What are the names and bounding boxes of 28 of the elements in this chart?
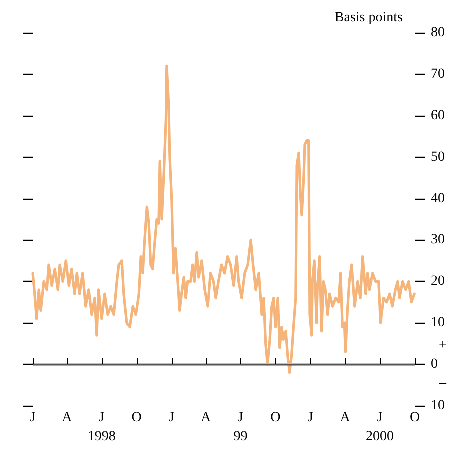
y-tick-label: 60	[431, 108, 445, 124]
text: –	[438, 376, 448, 392]
text: O	[132, 410, 142, 426]
y-tick-label: 10	[431, 316, 445, 331]
y-tick-label: 50	[431, 150, 445, 165]
y-tick-label: 70	[431, 66, 445, 82]
y-tick-label: 0	[431, 357, 438, 372]
text: O	[270, 410, 281, 426]
y-tick-label: 80	[431, 26, 445, 40]
text: J	[30, 410, 36, 426]
text: J	[238, 410, 244, 426]
text: J	[169, 410, 176, 426]
y-tick-label: 40	[431, 191, 445, 206]
y-tick-label: 20	[431, 274, 445, 290]
x-tick-label: 2000	[366, 430, 394, 444]
x-tick-label: 1998	[88, 430, 116, 444]
text: +	[439, 338, 448, 354]
text: O	[410, 410, 420, 426]
text: A	[201, 410, 212, 426]
y-tick-label: 10	[431, 398, 445, 414]
x-tick-label: 99	[234, 430, 248, 444]
y-tick-label: 30	[431, 232, 445, 248]
text: J	[99, 410, 106, 426]
text: A	[62, 410, 74, 426]
y-axis-title: Basis points	[334, 10, 403, 26]
text: J	[377, 410, 384, 426]
text: A	[340, 410, 352, 426]
text: J	[308, 410, 314, 426]
